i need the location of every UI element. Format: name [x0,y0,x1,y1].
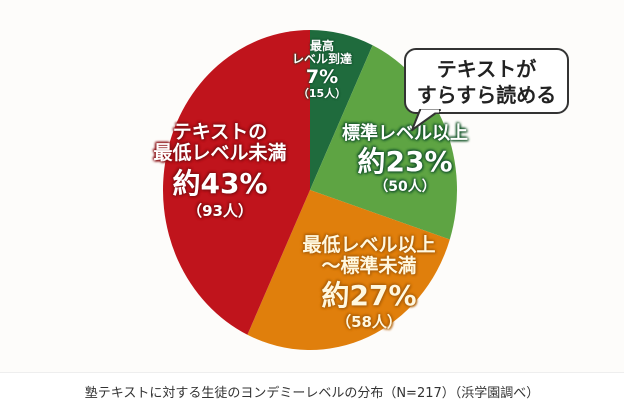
label-standard: 標準レベル以上 約23% （50人） [330,123,480,196]
label-standard-count: （50人） [374,179,436,196]
label-top-count: （15人） [297,87,347,101]
label-middle-line2: ～標準未満 [321,255,417,278]
label-middle-count: （58人） [336,312,402,331]
label-below-line2: 最低レベル未満 [153,142,287,165]
label-top-line2: レベル到達 [291,52,352,67]
label-below-pct: 約43% [172,166,268,200]
label-top-pct: 7% [305,65,339,88]
pie-slice-2 [247,190,450,350]
pie-slice-0 [310,30,373,190]
label-middle-line1: 最低レベル以上 [302,234,436,256]
label-top-line1: 最高 [309,39,334,53]
chart-caption: 塾テキストに対する生徒のヨンデミーレベルの分布（N=217）（浜学園調べ） [84,386,540,401]
label-middle: 最低レベル以上 ～標準未満 約27% （58人） [284,234,454,331]
bubble-line1: テキストが [436,57,537,81]
label-below: テキストの 最低レベル未満 約43% （93人） [140,121,300,220]
label-standard-pct: 約23% [357,145,453,179]
label-top-level: 最高 レベル到達 7% （15人） [292,39,352,101]
label-middle-pct: 約27% [321,278,417,312]
chart-figure: 最高 レベル到達 7% （15人） 標準レベル以上 約23% （50人） 最低レ… [0,30,624,373]
pie-chart [162,30,457,350]
label-standard-line1: 標準レベル以上 [342,123,468,144]
pie-slice-3 [162,30,310,335]
speech-bubble: テキストが すらすら読める [404,48,569,114]
label-below-count: （93人） [187,201,253,220]
label-below-line1: テキストの [172,121,268,143]
bubble-line2: すらすら読める [416,83,557,107]
bubble-tail [411,109,441,131]
